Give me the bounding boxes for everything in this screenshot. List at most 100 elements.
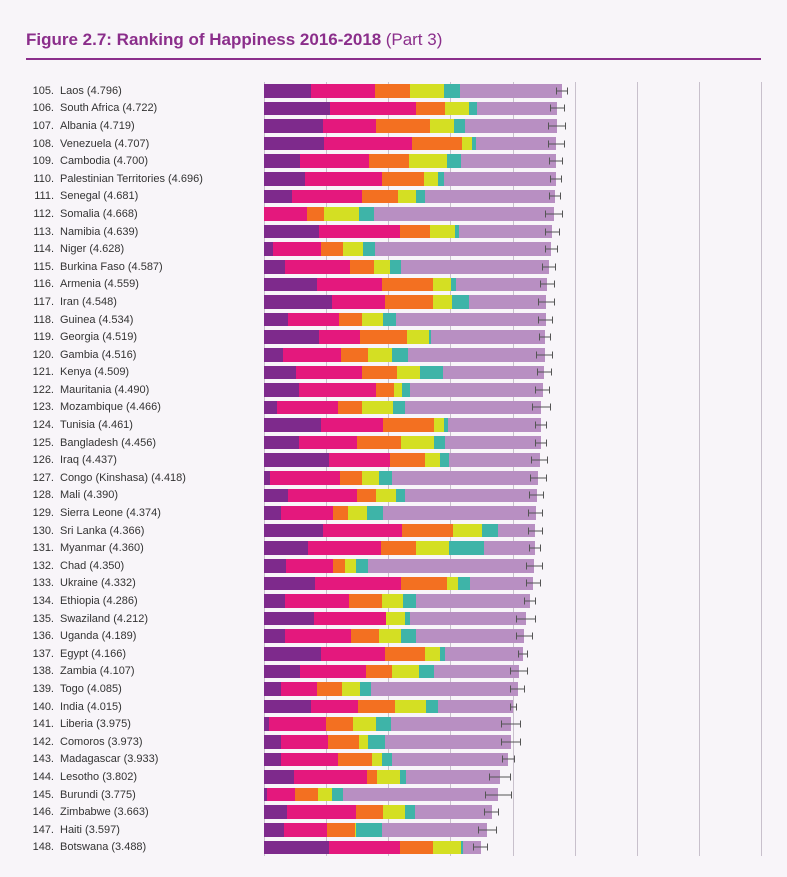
stacked-bar <box>264 594 530 608</box>
bar-segment <box>392 753 508 767</box>
stacked-bar <box>264 559 534 573</box>
bar-segment <box>264 770 294 784</box>
stacked-bar <box>264 453 540 467</box>
chart-row: 115.Burkina Faso (4.587) <box>86 258 761 276</box>
stacked-bar <box>264 119 557 133</box>
bar-area <box>264 647 761 661</box>
bar-segment <box>315 577 401 591</box>
bar-segment <box>449 541 484 555</box>
bar-segment <box>410 383 543 397</box>
stacked-bar-chart: 105.Laos (4.796)106.South Africa (4.722)… <box>86 82 761 856</box>
bar-segment <box>264 805 287 819</box>
bar-segment <box>431 330 544 344</box>
stacked-bar <box>264 84 562 98</box>
country-label: Mali (4.390) <box>60 489 260 501</box>
stacked-bar <box>264 278 547 292</box>
bar-segment <box>264 453 329 467</box>
bar-segment <box>286 559 334 573</box>
bar-area <box>264 471 761 485</box>
confidence-interval <box>524 601 536 602</box>
chart-rows: 105.Laos (4.796)106.South Africa (4.722)… <box>86 82 761 856</box>
bar-segment <box>323 119 376 133</box>
rank-number: 125. <box>26 437 54 449</box>
bar-segment <box>348 506 367 520</box>
rank-number: 127. <box>26 472 54 484</box>
country-label: Mauritania (4.490) <box>60 384 260 396</box>
stacked-bar <box>264 577 533 591</box>
bar-segment <box>368 348 392 362</box>
bar-area <box>264 137 761 151</box>
confidence-interval <box>510 688 525 689</box>
bar-segment <box>264 841 329 855</box>
country-label: Burkina Faso (4.587) <box>60 261 260 273</box>
confidence-interval <box>526 565 543 566</box>
stacked-bar <box>264 190 555 204</box>
chart-row: 145.Burundi (3.775) <box>86 786 761 804</box>
country-label: Zambia (4.107) <box>60 665 260 677</box>
bar-segment <box>424 172 438 186</box>
country-label: Armenia (4.559) <box>60 278 260 290</box>
rank-number: 105. <box>26 85 54 97</box>
chart-row: 131.Myanmar (4.360) <box>86 539 761 557</box>
stacked-bar <box>264 242 552 256</box>
bar-segment <box>287 805 356 819</box>
bar-segment <box>443 366 544 380</box>
bar-segment <box>452 295 469 309</box>
bar-segment <box>292 190 362 204</box>
bar-area <box>264 84 761 98</box>
chart-row: 125.Bangladesh (4.456) <box>86 434 761 452</box>
bar-segment <box>318 788 332 802</box>
bar-segment <box>317 278 383 292</box>
country-label: Bangladesh (4.456) <box>60 437 260 449</box>
bar-segment <box>369 154 409 168</box>
chart-row: 139.Togo (4.085) <box>86 680 761 698</box>
rank-number: 108. <box>26 138 54 150</box>
chart-row: 108.Venezuela (4.707) <box>86 135 761 153</box>
chart-row: 110.Palestinian Territories (4.696) <box>86 170 761 188</box>
bar-segment <box>343 788 499 802</box>
bar-segment <box>349 594 382 608</box>
country-label: Congo (Kinshasa) (4.418) <box>60 472 260 484</box>
country-label: Myanmar (4.360) <box>60 542 260 554</box>
bar-segment <box>393 401 405 415</box>
rank-number: 124. <box>26 419 54 431</box>
bar-segment <box>402 383 410 397</box>
bar-area <box>264 102 761 116</box>
confidence-interval <box>528 530 543 531</box>
rank-number: 111. <box>26 190 54 202</box>
confidence-interval <box>549 161 564 162</box>
bar-segment <box>368 735 385 749</box>
country-label: Swaziland (4.212) <box>60 613 260 625</box>
chart-row: 134.Ethiopia (4.286) <box>86 592 761 610</box>
confidence-interval <box>510 706 517 707</box>
chart-row: 142.Comoros (3.973) <box>86 733 761 751</box>
bar-segment <box>338 401 362 415</box>
stacked-bar <box>264 330 545 344</box>
rank-number: 110. <box>26 173 54 185</box>
chart-row: 116.Armenia (4.559) <box>86 276 761 294</box>
country-label: Somalia (4.668) <box>60 208 260 220</box>
stacked-bar <box>264 541 535 555</box>
confidence-interval <box>502 759 514 760</box>
figure-title-main: Figure 2.7: Ranking of Happiness 2016-20… <box>26 30 381 49</box>
confidence-interval <box>535 425 547 426</box>
rank-number: 133. <box>26 577 54 589</box>
bar-segment <box>327 823 355 837</box>
bar-segment <box>430 119 454 133</box>
bar-segment <box>408 348 544 362</box>
bar-segment <box>449 453 539 467</box>
bar-segment <box>462 137 472 151</box>
country-label: Burundi (3.775) <box>60 789 260 801</box>
bar-segment <box>264 629 285 643</box>
bar-segment <box>470 577 533 591</box>
bar-segment <box>469 295 546 309</box>
confidence-interval <box>549 196 561 197</box>
bar-segment <box>332 295 384 309</box>
bar-segment <box>374 207 554 221</box>
confidence-interval <box>538 301 555 302</box>
bar-segment <box>390 453 426 467</box>
bar-segment <box>360 330 407 344</box>
bar-segment <box>444 84 461 98</box>
bar-area <box>264 330 761 344</box>
confidence-interval <box>478 829 498 830</box>
